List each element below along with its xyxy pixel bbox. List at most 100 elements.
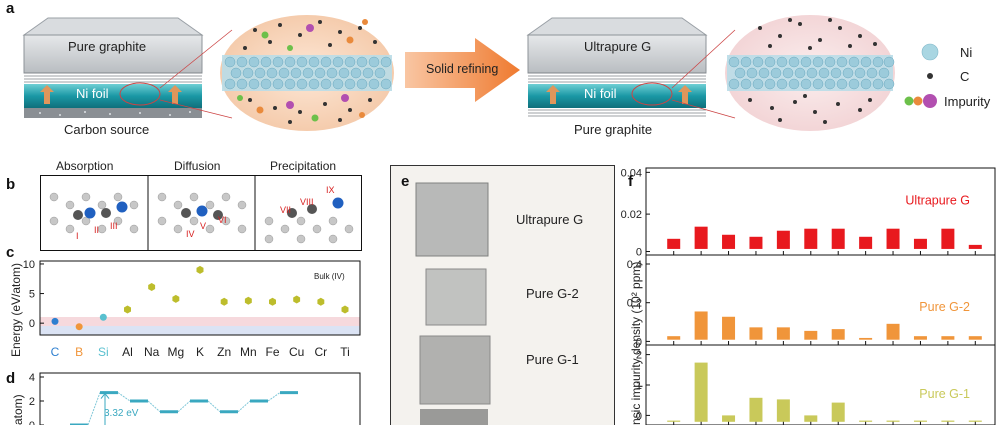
panel-c-point [293,295,301,304]
left-zoom-ellipse [220,15,394,131]
panel-f-ytick-label: 0.02 [621,209,642,221]
panel-f-ytick-label: 0 [636,247,642,259]
panel-c-point [51,317,59,325]
panel-f-bar [667,420,681,422]
panel-c-red-band [40,317,360,326]
panel-d-ytick-label: 0 [29,420,35,425]
panel-f-ytick-label: 0 [636,336,642,348]
panel-f-bar [804,228,818,249]
panel-c-xtick-label: C [51,345,60,359]
panel-c-point [196,265,204,274]
panel-d-connector [147,400,161,413]
panel-f-bar [722,316,736,340]
sample-pure-g1-square [419,335,491,405]
panel-f-bar [968,244,982,249]
panel-f-bar [859,236,873,249]
panel-f-bar [913,420,927,422]
panel-f-subplot-ultrapure-g: 0.04 0.02 0 Ultrapure G [621,167,996,259]
panel-f-ytick-label: 1 [636,380,642,392]
sample-label-pure-g1: Pure G-1 [526,352,579,367]
site-label-ii: II [94,225,99,235]
panel-c-point [124,305,131,314]
panel-f-bar [941,336,955,340]
panel-f-bar [667,238,681,249]
panel-d-ylabel: atom) [11,394,25,425]
sample-ultrapure-square [415,182,489,257]
legend-ni-label: Ni [960,45,973,60]
panel-c-point [172,294,180,303]
panel-c-blue-band [40,326,360,335]
panel-f-bar [886,228,900,249]
panel-f-bar [776,399,790,422]
panel-f-bar [941,228,955,249]
panel-f-bar [749,397,763,422]
panel-d-label: d [6,370,16,387]
panel-c-xtick-label: B [75,345,83,359]
panel-c-xtick-label: Fe [265,345,279,359]
panel-c-xtick-label: Si [98,345,109,359]
right-graphite-block [526,17,736,119]
panel-f-ytick-label: 2 [636,350,642,362]
panel-c-point [148,283,156,291]
left-bottom-label: Carbon source [64,122,150,137]
panel-f-bar [859,420,873,422]
panel-f-bar [722,234,736,249]
panel-d-annotation: 3.32 eV [104,408,139,419]
panel-f-bar [694,311,708,340]
panel-f-subplot-pure-g-2: 0.4 0.2 0 Pure G-2 [627,254,996,348]
panel-f-bar [749,236,763,249]
sample-extra-square [420,409,488,425]
right-middle-label: Ni foil [584,86,617,101]
panel-f-series-label: Pure G-1 [919,387,970,401]
panel-d-connector [237,400,251,413]
panel-c-point [341,305,349,314]
panel-d-frame [39,372,361,425]
panel-c-point [244,296,252,305]
panel-f-ytick-label: 0 [636,410,642,422]
panel-f-subplot-pure-g-1: 2 1 0 Pure G-1 [636,344,996,425]
panel-f-bar [831,228,845,249]
panel-a-label: a [6,0,15,17]
panel-c-frame [39,260,361,336]
right-bottom-label: Pure graphite [574,122,653,137]
panel-f-ytick-label: 0.04 [621,167,642,179]
panel-f-bar [968,420,982,422]
panel-c-xtick-label: Mn [240,345,257,359]
panel-f-bar [886,420,900,422]
panel-c-xtick-label: Mg [167,345,184,359]
solid-refining-label: Solid refining [426,62,499,76]
panel-c-label: c [6,244,15,261]
panel-d-connector [177,400,191,413]
panel-f-chart: nsic impurity density (10² ppm) 0.040.02… [621,167,996,425]
site-label-vi: VI [218,215,227,225]
panel-f-bar [968,336,982,340]
panel-c-xtick-label: Zn [217,345,231,359]
site-label-vii: VII [280,205,291,215]
panel-d-chart: atom) 3.32 eV 4 2 0 [11,372,361,425]
panel-c-xtick-label: Al [122,345,133,359]
panel-f-ytick-label: 0.2 [627,298,642,310]
site-label-iv: IV [186,229,195,239]
panel-c-chart: Energy (eV/atom) Bulk (IV) 0 5 10 C B Si Al Na… [9,259,361,359]
panel-c-annotation: Bulk (IV) [314,272,345,281]
right-zoom-ellipse [725,15,895,131]
panel-d-barrier-arrowhead [100,392,110,399]
left-middle-label: Ni foil [76,86,109,101]
panel-c-xtick-label: Na [144,345,160,359]
panel-c-ytick-label: 10 [23,259,35,271]
panel-f-bar [749,327,763,340]
panel-d-connector [87,392,101,425]
panel-f-bar [776,327,790,340]
panel-c-xtick-label: K [196,345,204,359]
panel-f-bar [913,238,927,249]
panel-f-bar [722,415,736,422]
panel-f-bar [831,402,845,422]
legend-impurity-label: Impurity [944,94,991,109]
site-label-i: I [76,231,79,241]
legend-c-label: C [960,69,970,84]
panel-e-photo [390,165,615,425]
panel-f-bar [804,415,818,422]
left-graphite-block [22,17,233,119]
panel-d-ytick-label: 2 [29,396,35,408]
panel-c-xtick-label: Ti [340,345,350,359]
